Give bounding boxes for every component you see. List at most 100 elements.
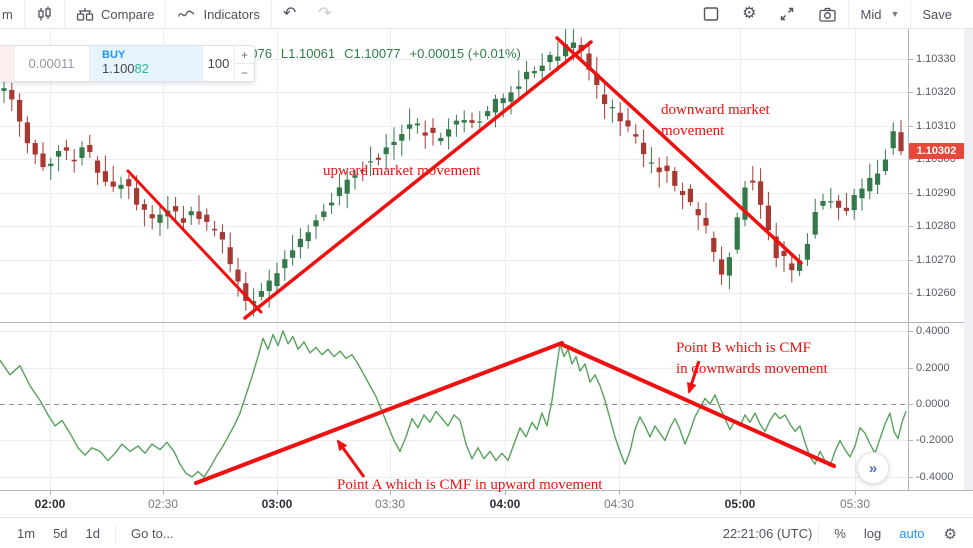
price-axis-label: 1.10260 [916, 287, 956, 299]
price-axis-label: 1.10280 [916, 220, 956, 232]
time-axis-label: 02:30 [147, 497, 179, 511]
time-axis-tick [619, 491, 620, 495]
clock-utc[interactable]: 22:21:06 (UTC) [722, 526, 813, 541]
interval-label: m [2, 6, 13, 22]
annotation-point-b[interactable]: Point B which is CMF in downwards moveme… [676, 338, 828, 380]
indicator-axis-label: -0.2000 [916, 434, 954, 446]
toolbar-separator [848, 0, 850, 28]
indicators-label: Indicators [203, 6, 260, 22]
undo-icon: ↶ [282, 5, 297, 22]
compare-button[interactable]: Compare [65, 0, 165, 28]
price-axis-label: 1.10270 [916, 254, 956, 266]
toolbar-separator [910, 0, 912, 28]
annotation-downward-line1: downward market [661, 102, 770, 118]
camera-icon [818, 6, 837, 23]
chevron-down-icon: ▼ [890, 9, 900, 19]
sell-button[interactable] [0, 46, 13, 81]
interval-button[interactable]: m [0, 0, 24, 28]
price-source-label: Mid [860, 6, 882, 22]
auto-scale-button[interactable]: auto [899, 526, 925, 541]
fullscreen-button[interactable] [767, 0, 807, 28]
time-axis-tick [390, 491, 391, 495]
time-axis-label: 05:30 [839, 497, 871, 511]
indicator-axis-label: 0.2000 [916, 362, 950, 374]
time-axis-tick [50, 491, 51, 495]
undo-button[interactable]: ↶ [272, 0, 307, 28]
quantity-stepper: + − [234, 46, 254, 81]
indicators-button[interactable]: Indicators [166, 0, 270, 28]
quantity-decrease-button[interactable]: − [240, 65, 248, 80]
annotation-point-b-line2: in downwards movement [676, 361, 828, 377]
time-axis-tick [277, 491, 278, 495]
double-chevron-right-icon: » [868, 459, 878, 477]
log-scale-button[interactable]: log [863, 526, 882, 541]
indicator-axis-label: 0.4000 [916, 325, 950, 337]
time-scale[interactable]: WikiFX 02:0002:3003:0003:3004:0004:3005:… [0, 490, 973, 518]
annotation-downward-movement[interactable]: downward market movement [661, 100, 770, 142]
time-axis-label: 03:00 [261, 497, 293, 511]
chart-canvas[interactable] [0, 28, 973, 517]
buy-price-main: 1.100 [102, 61, 135, 76]
time-axis-label: 05:00 [724, 497, 756, 511]
percent-scale-button[interactable]: % [834, 526, 846, 541]
range-button-1d[interactable]: 1d [85, 526, 100, 541]
fullscreen-icon [778, 5, 796, 23]
gear-icon: ⚙ [742, 5, 757, 22]
bottombar-separator [115, 523, 116, 544]
annotation-point-b-line1: Point B which is CMF [676, 340, 812, 356]
annotation-upward-movement[interactable]: upward market movement [323, 163, 481, 179]
legend-close: C1.10077 [344, 46, 401, 61]
time-axis-label: 04:30 [603, 497, 635, 511]
time-axis-tick [163, 491, 164, 495]
trade-panel: 0.00011 BUY 1.10082 100 + − [0, 45, 255, 82]
chart-settings-button[interactable]: ⚙ [731, 0, 767, 28]
toolbar-separator [165, 0, 167, 28]
time-axis-label: 04:00 [489, 497, 521, 511]
buy-price-pips: 82 [134, 61, 150, 76]
annotation-downward-line2: movement [661, 123, 725, 139]
layout-icon [702, 5, 720, 23]
quantity-field[interactable]: 100 [202, 46, 234, 81]
range-buttons-group: 1m 5d 1d [0, 526, 109, 541]
buy-price: 1.10082 [102, 61, 202, 77]
scroll-to-recent-button[interactable]: » [857, 452, 889, 484]
scrollbar[interactable] [964, 28, 973, 517]
candles-style-icon [36, 5, 53, 23]
redo-icon: ↷ [318, 5, 332, 22]
scale-settings-gear-icon[interactable]: ⚙ [943, 525, 957, 543]
time-axis-label: 03:30 [374, 497, 406, 511]
chart-style-button[interactable] [25, 0, 64, 28]
buy-label: BUY [102, 49, 126, 61]
snapshot-button[interactable] [807, 0, 848, 28]
bottom-toolbar: 1m 5d 1d Go to... 22:21:06 (UTC) % log aut… [0, 517, 973, 548]
toolbar-right-group: ⚙ [691, 0, 973, 28]
legend-low: L1.10061 [280, 46, 336, 61]
price-axis-label: 1.10310 [916, 120, 956, 132]
bottombar-right-group: 22:21:06 (UTC) % log auto ⚙ [722, 523, 973, 544]
buy-button[interactable]: BUY 1.10082 [89, 46, 202, 81]
annotation-point-a[interactable]: Point A which is CMF in upward movement [337, 477, 603, 493]
time-axis-label: 02:00 [34, 497, 66, 511]
price-axis-label: 1.10330 [916, 53, 956, 65]
toolbar-separator [24, 0, 25, 28]
price-source-dropdown[interactable]: Mid ▼ [849, 0, 910, 28]
save-button[interactable]: Save [911, 0, 963, 28]
toolbar-left-group: m Com [0, 0, 343, 28]
time-axis-tick [505, 491, 506, 495]
save-label: Save [922, 6, 952, 22]
legend-change: +0.00015 (+0.01%) [409, 46, 521, 61]
compare-label: Compare [101, 6, 155, 22]
price-axis-label: 1.10320 [916, 86, 956, 98]
bottombar-separator [818, 523, 820, 544]
toolbar-separator [270, 0, 272, 28]
range-button-5d[interactable]: 5d [53, 526, 68, 541]
goto-button[interactable]: Go to... [131, 526, 174, 541]
price-axis-label: 1.10290 [916, 187, 956, 199]
range-button-1m[interactable]: 1m [17, 526, 36, 541]
redo-button[interactable]: ↷ [307, 0, 342, 28]
time-axis-tick [855, 491, 856, 495]
quantity-increase-button[interactable]: + [235, 46, 254, 64]
top-toolbar: m Com [0, 0, 973, 29]
layout-button[interactable] [691, 0, 731, 28]
ohlc-legend: 0076 L1.10061 C1.10077 +0.00015 (+0.01%) [243, 46, 521, 61]
